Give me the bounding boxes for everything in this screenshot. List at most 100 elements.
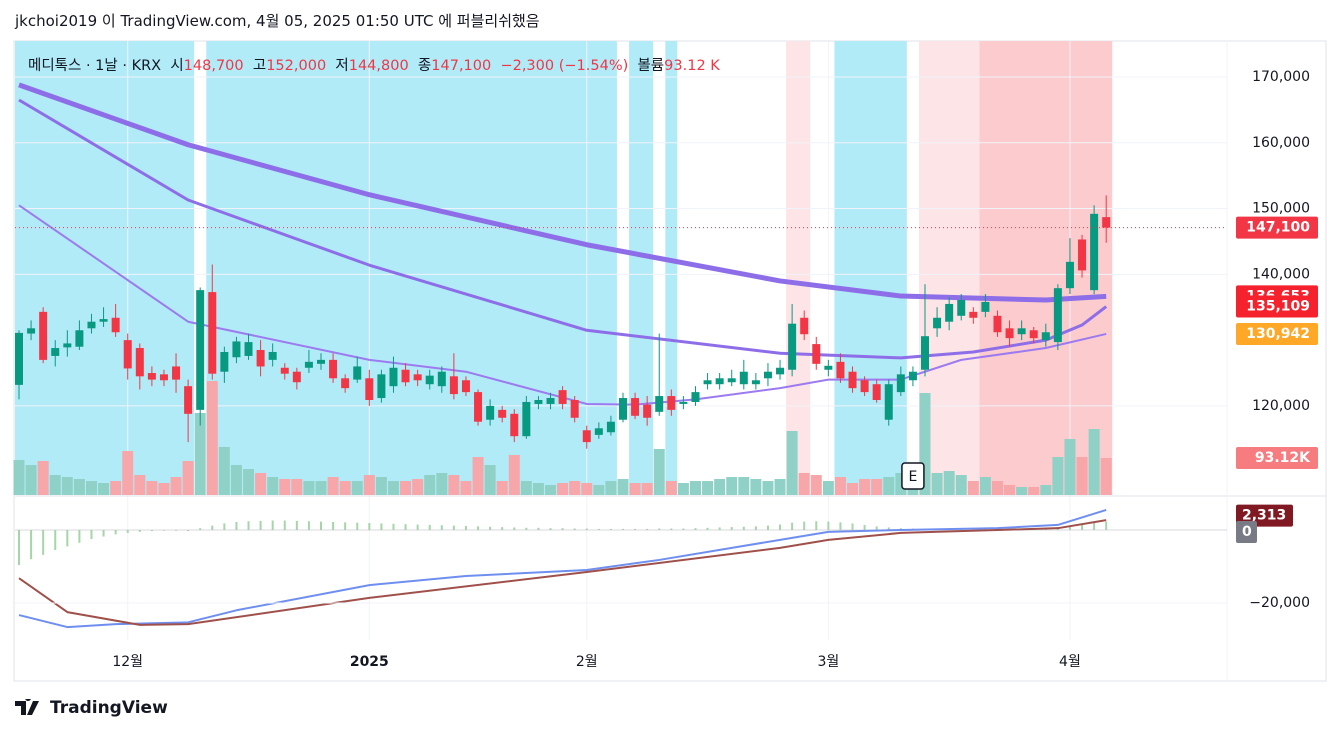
volume-bar — [448, 475, 460, 495]
macd-histogram-bar — [622, 528, 624, 531]
macd-histogram-bar — [211, 525, 214, 531]
candle-body — [896, 374, 905, 393]
macd-histogram-bar — [380, 523, 383, 531]
candle-body — [594, 428, 603, 435]
macd-histogram-bar — [42, 530, 45, 555]
background-band — [786, 41, 811, 495]
macd-label: 2,313 — [1242, 508, 1286, 524]
volume: 93.12 K — [664, 58, 720, 74]
macd-histogram-bar — [561, 528, 564, 531]
background-band — [979, 41, 1113, 495]
volume-bar — [847, 483, 859, 495]
candle-body — [739, 371, 748, 385]
macd-histogram-bar — [477, 526, 480, 531]
macd-histogram-bar — [525, 527, 528, 531]
macd-histogram-bar — [332, 521, 335, 531]
macd-histogram-bar — [754, 526, 757, 531]
candle-body — [232, 341, 241, 358]
volume-bar — [1016, 487, 1028, 495]
high-label: 고 — [252, 58, 267, 74]
volume-bar — [194, 412, 206, 495]
low-label: 저 — [335, 58, 349, 74]
earnings-label: E — [908, 469, 917, 485]
background-band — [629, 41, 654, 495]
macd-histogram-bar — [271, 520, 274, 531]
macd-histogram-bar — [742, 526, 745, 531]
candle-body — [691, 392, 700, 402]
volume-bar — [85, 481, 97, 495]
candle-body — [135, 348, 144, 377]
macd-histogram-bar — [803, 521, 806, 531]
candle-body — [812, 344, 821, 364]
background-band — [665, 41, 678, 495]
price-label-bg — [1236, 295, 1318, 318]
volume-bar — [206, 381, 218, 495]
macd-histogram-bar — [356, 522, 359, 531]
volume-bar — [110, 481, 122, 495]
macd-histogram-bar — [54, 530, 57, 551]
volume-bar — [146, 481, 158, 495]
candle-body — [884, 384, 893, 420]
volume-bar — [315, 481, 327, 495]
y-tick-label: 140,000 — [1252, 266, 1310, 282]
macd-histogram-bar — [513, 527, 516, 531]
candle-body — [87, 321, 96, 329]
background-band — [15, 41, 195, 495]
price-label: 130,942 — [1246, 326, 1310, 342]
volume-bar — [363, 475, 375, 495]
macd-histogram-bar — [597, 528, 600, 531]
volume-bar — [617, 478, 629, 495]
volume-bar — [520, 481, 532, 495]
candle-body — [776, 367, 785, 375]
volume-bar — [460, 481, 472, 495]
macd-histogram-bar — [670, 528, 673, 531]
macd-histogram-bar — [150, 530, 153, 532]
volume-bar — [931, 472, 943, 495]
macd-histogram-bar — [464, 525, 467, 531]
volume-bar — [641, 483, 653, 495]
macd-histogram-bar — [428, 524, 431, 531]
volume-bar — [726, 477, 738, 495]
price-label-bg — [1236, 322, 1318, 345]
volume-bar — [714, 478, 726, 495]
macd-histogram-bar — [440, 525, 443, 531]
candle-body — [715, 378, 724, 385]
candle-body — [981, 301, 990, 312]
volume-bar — [230, 465, 242, 495]
candle-body — [703, 380, 712, 385]
macd-histogram-bar — [126, 530, 129, 533]
volume-bar — [387, 481, 399, 495]
volume-bar — [279, 478, 291, 495]
candle-body — [643, 404, 652, 418]
volume-bar — [762, 481, 774, 495]
candle-body — [63, 343, 72, 348]
volume-bar — [1100, 458, 1112, 495]
macd-histogram-bar — [162, 530, 165, 531]
candle-body — [1078, 239, 1087, 271]
volume-bar — [1076, 457, 1088, 495]
volume-bar — [593, 484, 605, 495]
low: 144,800 — [348, 58, 409, 74]
candle-body — [510, 413, 519, 437]
y-tick-label: 160,000 — [1252, 135, 1310, 151]
volume-bar — [496, 481, 508, 495]
x-tick-label: 4월 — [1059, 654, 1081, 670]
volume-bar — [677, 483, 689, 495]
candle-body — [969, 311, 978, 318]
volume-bar — [351, 481, 363, 495]
candle-body — [147, 373, 156, 380]
volume-bar — [834, 477, 846, 495]
macd-histogram-bar — [646, 528, 649, 531]
macd-histogram-bar — [489, 526, 492, 531]
volume-bar — [569, 481, 581, 495]
candle-body — [1053, 288, 1062, 343]
macd-histogram-bar — [1093, 522, 1096, 531]
macd-histogram-bar — [851, 523, 854, 531]
candle-body — [1005, 328, 1014, 339]
y-tick-label: 150,000 — [1252, 201, 1310, 217]
macd-histogram-bar — [18, 530, 20, 566]
macd-histogram-bar — [320, 521, 322, 531]
macd-histogram-bar — [78, 530, 81, 543]
candle-body — [220, 351, 229, 372]
